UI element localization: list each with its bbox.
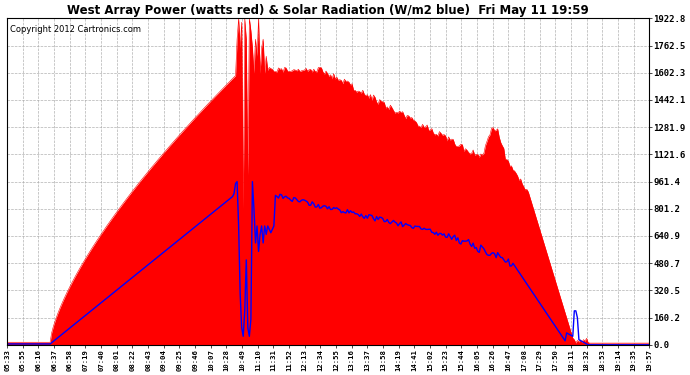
Title: West Array Power (watts red) & Solar Radiation (W/m2 blue)  Fri May 11 19:59: West Array Power (watts red) & Solar Rad… (68, 4, 589, 17)
Text: Copyright 2012 Cartronics.com: Copyright 2012 Cartronics.com (10, 25, 141, 34)
